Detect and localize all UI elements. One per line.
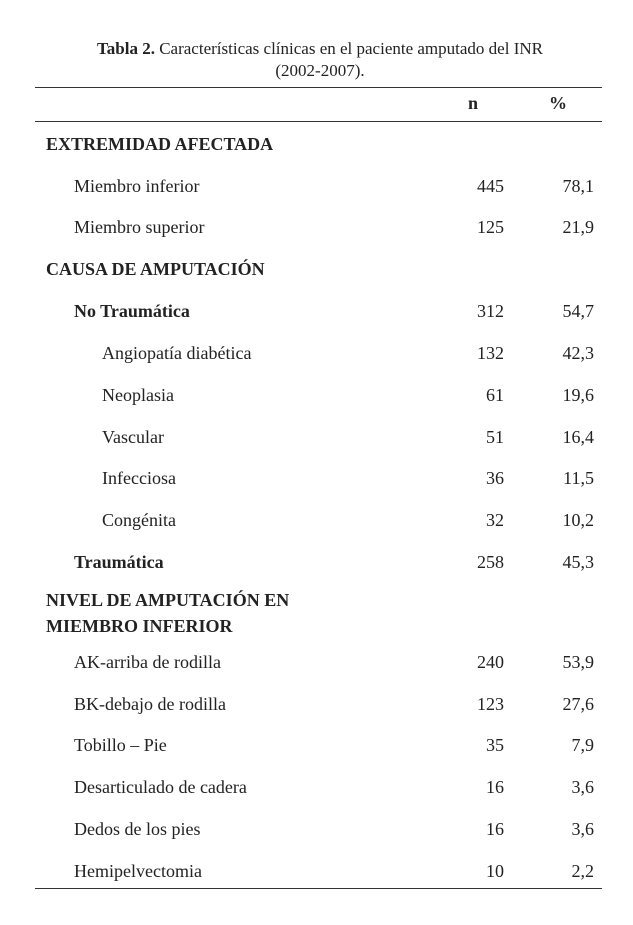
row-percent: 19,6 — [562, 385, 595, 405]
row-n: 132 — [477, 343, 504, 363]
row-n: 51 — [486, 427, 504, 447]
table-row: Vascular 51 16,4 — [0, 426, 633, 448]
row-n: 16 — [486, 777, 504, 797]
table-row: Angiopatía diabética 132 42,3 — [0, 342, 633, 364]
row-label: Miembro superior — [74, 217, 205, 237]
caption-years: (2002-2007). — [275, 61, 365, 80]
row-label: BK-debajo de rodilla — [74, 694, 226, 714]
row-n: 240 — [477, 652, 504, 672]
row-n: 16 — [486, 819, 504, 839]
row-percent: 11,5 — [563, 468, 594, 488]
table-row: Hemipelvectomia 10 2,2 — [0, 860, 633, 882]
section-title: CAUSA DE AMPUTACIÓN — [46, 259, 265, 279]
table-row: Miembro inferior 445 78,1 — [0, 175, 633, 197]
row-percent: 16,4 — [562, 427, 595, 447]
row-n: 32 — [486, 510, 504, 530]
section-nivel-de-amputacion: NIVEL DE AMPUTACIÓN EN MIEMBRO INFERIOR — [46, 587, 289, 639]
table-row: Infecciosa 36 11,5 — [0, 467, 633, 489]
row-n: 35 — [486, 735, 504, 755]
row-label: Congénita — [102, 510, 176, 530]
row-percent: 7,9 — [571, 735, 595, 755]
table-row: Dedos de los pies 16 3,6 — [0, 818, 633, 840]
row-label: AK-arriba de rodilla — [74, 652, 221, 672]
row-percent: 42,3 — [562, 343, 595, 363]
row-percent: 54,7 — [562, 301, 595, 321]
row-label: Hemipelvectomia — [74, 861, 202, 881]
row-n: 61 — [486, 385, 504, 405]
table-row: Traumática 258 45,3 — [0, 551, 633, 573]
row-percent: 21,9 — [562, 217, 595, 237]
caption-line-1: Tabla 2. Características clínicas en el … — [30, 38, 610, 60]
column-header-percent: % — [549, 93, 567, 113]
row-percent: 78,1 — [562, 176, 595, 196]
row-percent: 45,3 — [562, 552, 595, 572]
row-n: 445 — [477, 176, 504, 196]
table-caption: Tabla 2. Características clínicas en el … — [30, 38, 610, 82]
table-row: No Traumática 312 54,7 — [0, 300, 633, 322]
caption-label: Tabla 2. — [97, 39, 155, 58]
row-n: 125 — [477, 217, 504, 237]
row-label: No Traumática — [74, 301, 190, 321]
row-n: 258 — [477, 552, 504, 572]
section-title-line-1: NIVEL DE AMPUTACIÓN EN — [46, 590, 290, 610]
row-label: Angiopatía diabética — [102, 343, 252, 363]
table-row: BK-debajo de rodilla 123 27,6 — [0, 693, 633, 715]
row-n: 10 — [486, 861, 504, 881]
section-extremidad-afectada: EXTREMIDAD AFECTADA — [0, 133, 633, 155]
section-causa-de-amputacion: CAUSA DE AMPUTACIÓN — [0, 258, 633, 280]
row-n: 123 — [477, 694, 504, 714]
row-label: Dedos de los pies — [74, 819, 201, 839]
section-title: EXTREMIDAD AFECTADA — [46, 134, 274, 154]
table-top-rule — [35, 87, 602, 88]
row-label: Miembro inferior — [74, 176, 200, 196]
table-row: Miembro superior 125 21,9 — [0, 216, 633, 238]
row-percent: 10,2 — [562, 510, 595, 530]
table-header-rule — [35, 121, 602, 122]
table-row: Tobillo – Pie 35 7,9 — [0, 734, 633, 756]
row-label: Traumática — [74, 552, 164, 572]
row-label: Vascular — [102, 427, 164, 447]
section-title-line-2: MIEMBRO INFERIOR — [46, 616, 233, 636]
table-row: Desarticulado de cadera 16 3,6 — [0, 776, 633, 798]
table-bottom-rule — [35, 888, 602, 889]
caption-title: Características clínicas en el paciente … — [154, 39, 543, 58]
table-row: Congénita 32 10,2 — [0, 509, 633, 531]
row-percent: 3,6 — [571, 777, 595, 797]
row-n: 36 — [486, 468, 504, 488]
row-percent: 2,2 — [571, 861, 595, 881]
row-label: Neoplasia — [102, 385, 174, 405]
row-label: Desarticulado de cadera — [74, 777, 247, 797]
row-label: Infecciosa — [102, 468, 176, 488]
table-row: AK-arriba de rodilla 240 53,9 — [0, 651, 633, 673]
row-percent: 27,6 — [562, 694, 595, 714]
row-n: 312 — [477, 301, 504, 321]
row-percent: 3,6 — [571, 819, 595, 839]
table-row: Neoplasia 61 19,6 — [0, 384, 633, 406]
column-header-n: n — [468, 93, 479, 113]
row-percent: 53,9 — [562, 652, 595, 672]
row-label: Tobillo – Pie — [74, 735, 167, 755]
